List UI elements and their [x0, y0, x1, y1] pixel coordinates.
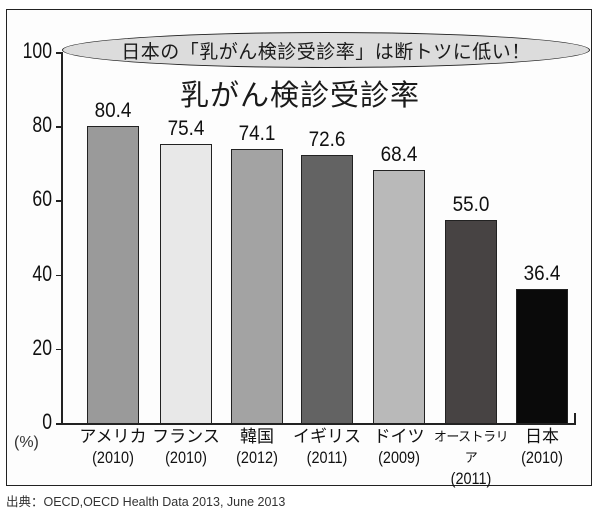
y-unit-label: (%) [14, 434, 39, 451]
bar [516, 288, 568, 424]
y-tick-mark [56, 126, 63, 128]
x-category-label: アメリカ (2010) [73, 426, 153, 468]
bar [87, 125, 139, 424]
y-tick-label: 60 [32, 186, 52, 212]
country-name: 日本 [525, 427, 559, 446]
survey-year: (2011) [306, 448, 348, 467]
country-name: アメリカ [79, 427, 147, 446]
y-tick-mark [56, 274, 63, 277]
y-tick-label: 100 [22, 38, 52, 63]
y-tick-label: 0 [42, 409, 52, 434]
bar-value-label: 72.6 [308, 127, 346, 151]
x-category-label: 日本 (2010) [502, 426, 582, 468]
chart-title: 乳がん検診受診率 [179, 80, 420, 112]
country-name: 韓国 [240, 427, 274, 446]
y-tick-label: 80 [32, 112, 52, 138]
country-name: ドイツ [373, 427, 425, 446]
x-category-label: ドイツ (2009) [359, 426, 439, 468]
x-category-label: 韓国 (2012) [217, 426, 297, 468]
country-name: フランス [152, 427, 220, 446]
y-tick-label: 20 [32, 334, 52, 360]
bar [160, 144, 212, 424]
bar [373, 170, 425, 424]
x-category-label: オーストラリア (2011) [431, 426, 511, 489]
y-tick-mark [56, 200, 63, 202]
y-tick-mark [56, 52, 63, 54]
bar-value-label: 68.4 [380, 143, 418, 167]
survey-year: (2010) [92, 448, 134, 467]
bar-value-label: 74.1 [238, 122, 276, 146]
survey-year: (2012) [236, 448, 278, 467]
y-axis [61, 52, 63, 424]
survey-year: (2010) [521, 448, 563, 467]
y-tick-label: 40 [32, 260, 52, 286]
country-name: イギリス [293, 427, 361, 446]
survey-year: (2010) [165, 448, 207, 467]
headline-banner: 日本の「乳がん検診受診率」は断トツに低い！ [62, 32, 590, 68]
survey-year: (2011) [450, 469, 492, 488]
source-note: 出典：OECD,OECD Health Data 2013, June 2013 [6, 495, 286, 509]
x-axis-end-tick [574, 413, 576, 424]
bar-value-label: 55.0 [452, 192, 490, 216]
y-tick-mark [56, 348, 63, 351]
bar-value-label: 75.4 [167, 117, 205, 141]
x-category-label: フランス (2010) [146, 426, 226, 468]
bar [301, 154, 353, 424]
survey-year: (2009) [378, 448, 420, 467]
x-category-label: イギリス (2011) [287, 426, 367, 468]
y-tick-mark [56, 423, 63, 425]
bar [445, 219, 497, 424]
bar [231, 149, 283, 424]
bar-value-label: 80.4 [94, 98, 132, 122]
bar-value-label: 36.4 [523, 261, 561, 285]
country-name: オーストラリア [433, 429, 509, 465]
